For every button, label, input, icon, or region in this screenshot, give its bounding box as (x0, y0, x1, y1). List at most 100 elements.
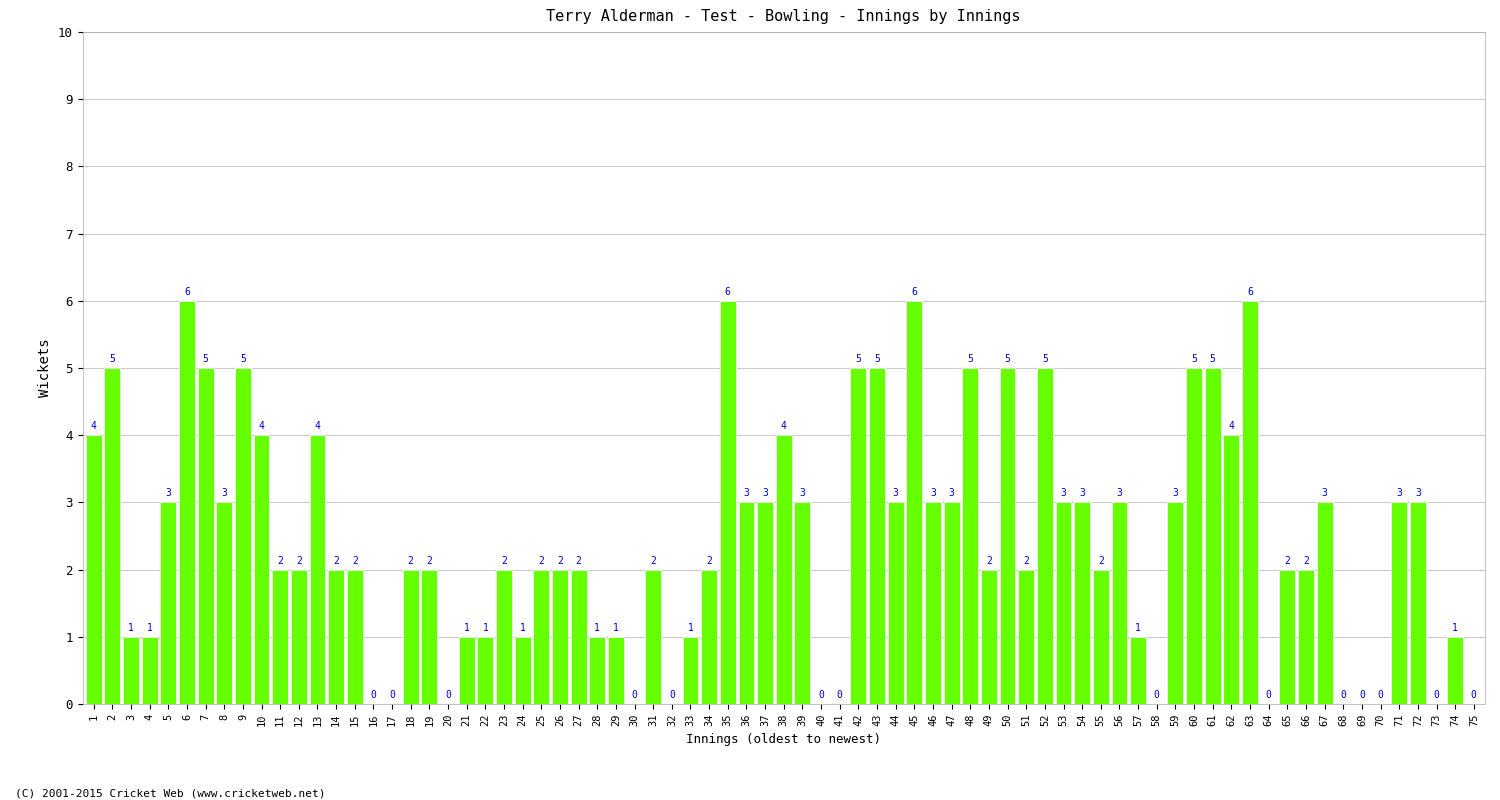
Text: 3: 3 (930, 488, 936, 498)
Text: 0: 0 (1377, 690, 1383, 700)
Text: 0: 0 (370, 690, 376, 700)
Text: 2: 2 (278, 555, 284, 566)
Bar (850, 368, 867, 704)
Bar (758, 502, 772, 704)
Bar (459, 637, 474, 704)
Text: 6: 6 (912, 286, 916, 297)
Bar (86, 435, 102, 704)
Text: 2: 2 (426, 555, 432, 566)
Text: 5: 5 (202, 354, 208, 364)
Bar (178, 301, 195, 704)
Title: Terry Alderman - Test - Bowling - Innings by Innings: Terry Alderman - Test - Bowling - Inning… (546, 9, 1022, 24)
Text: 0: 0 (1434, 690, 1440, 700)
Bar (944, 502, 960, 704)
Text: 2: 2 (706, 555, 712, 566)
Text: 1: 1 (519, 622, 525, 633)
Bar (700, 570, 717, 704)
Text: 1: 1 (1136, 622, 1142, 633)
Bar (105, 368, 120, 704)
Text: 5: 5 (855, 354, 861, 364)
Bar (1019, 570, 1034, 704)
Bar (1186, 368, 1202, 704)
Text: 1: 1 (1452, 622, 1458, 633)
Bar (141, 637, 158, 704)
Bar (868, 368, 885, 704)
Text: 2: 2 (1304, 555, 1310, 566)
Text: 5: 5 (110, 354, 116, 364)
Text: 3: 3 (165, 488, 171, 498)
Text: 3: 3 (1173, 488, 1179, 498)
Bar (1112, 502, 1128, 704)
Text: 2: 2 (576, 555, 582, 566)
Bar (1074, 502, 1090, 704)
Bar (1317, 502, 1332, 704)
Text: 1: 1 (614, 622, 620, 633)
Text: 5: 5 (874, 354, 880, 364)
Text: 1: 1 (594, 622, 600, 633)
Bar (1094, 570, 1108, 704)
Text: 0: 0 (669, 690, 675, 700)
Text: 2: 2 (556, 555, 562, 566)
Bar (1056, 502, 1071, 704)
Bar (682, 637, 699, 704)
Text: 3: 3 (1078, 488, 1084, 498)
Text: 3: 3 (1396, 488, 1402, 498)
Bar (422, 570, 438, 704)
Bar (160, 502, 176, 704)
Text: 5: 5 (1005, 354, 1011, 364)
Text: 2: 2 (986, 555, 992, 566)
Bar (1448, 637, 1462, 704)
Text: 6: 6 (184, 286, 190, 297)
Bar (738, 502, 754, 704)
Bar (273, 570, 288, 704)
Bar (291, 570, 308, 704)
Bar (963, 368, 978, 704)
Bar (981, 570, 998, 704)
Text: 3: 3 (744, 488, 750, 498)
Bar (534, 570, 549, 704)
Text: 2: 2 (296, 555, 302, 566)
Text: 2: 2 (538, 555, 544, 566)
Bar (346, 570, 363, 704)
Bar (309, 435, 326, 704)
Bar (795, 502, 810, 704)
Bar (776, 435, 792, 704)
Text: 4: 4 (92, 421, 96, 431)
Text: 4: 4 (782, 421, 786, 431)
Text: 4: 4 (315, 421, 321, 431)
Text: 3: 3 (1116, 488, 1122, 498)
Text: 5: 5 (1210, 354, 1215, 364)
Bar (477, 637, 494, 704)
Text: 2: 2 (333, 555, 339, 566)
Bar (926, 502, 940, 704)
Bar (404, 570, 418, 704)
Bar (1298, 570, 1314, 704)
Text: 2: 2 (501, 555, 507, 566)
Bar (1167, 502, 1184, 704)
Text: 0: 0 (818, 690, 824, 700)
Bar (1036, 368, 1053, 704)
Text: 0: 0 (1266, 690, 1272, 700)
Text: 5: 5 (968, 354, 974, 364)
Bar (514, 637, 531, 704)
Text: 3: 3 (1414, 488, 1420, 498)
Bar (906, 301, 922, 704)
Text: 6: 6 (1246, 286, 1252, 297)
Bar (570, 570, 586, 704)
Bar (888, 502, 903, 704)
Text: 6: 6 (724, 286, 730, 297)
Bar (1242, 301, 1258, 704)
Text: 0: 0 (446, 690, 452, 700)
Text: 1: 1 (483, 622, 489, 633)
Text: 4: 4 (1228, 421, 1234, 431)
Bar (1204, 368, 1221, 704)
Text: 0: 0 (1359, 690, 1365, 700)
Text: 3: 3 (222, 488, 226, 498)
Bar (328, 570, 344, 704)
Text: 0: 0 (632, 690, 638, 700)
Text: 1: 1 (464, 622, 470, 633)
Bar (1130, 637, 1146, 704)
Bar (216, 502, 232, 704)
Text: 0: 0 (1472, 690, 1476, 700)
Y-axis label: Wickets: Wickets (38, 338, 52, 398)
